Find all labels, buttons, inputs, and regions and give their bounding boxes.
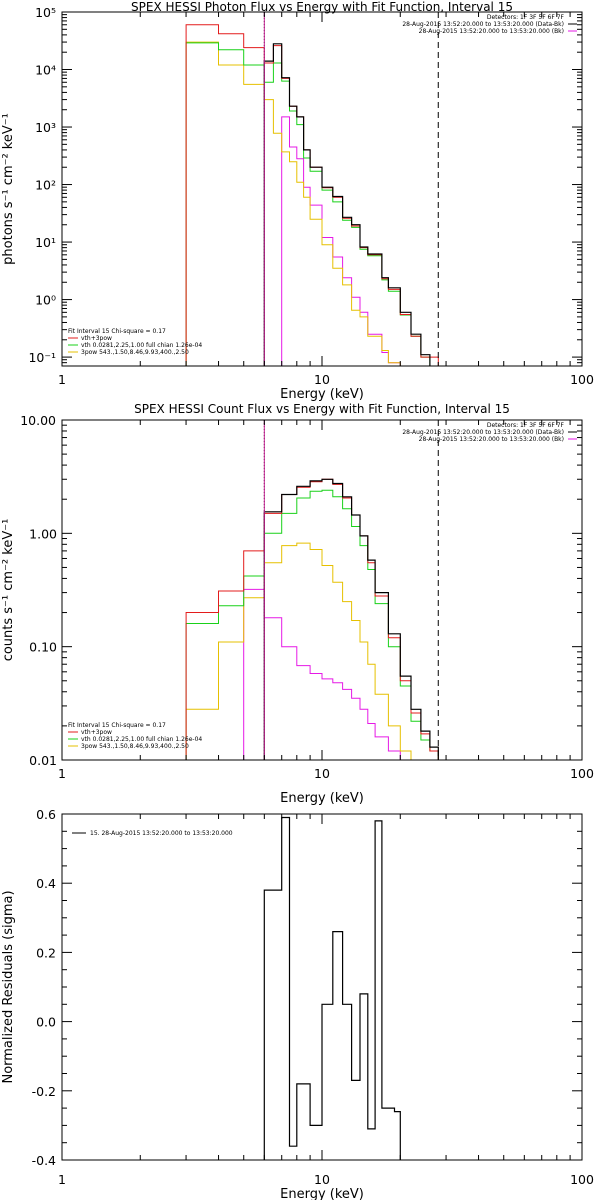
x-axis-label: Energy (keV) — [280, 387, 364, 402]
series-2-line — [185, 478, 439, 760]
chart-panel-1: SPEX HESSI Photon Flux vs Energy with Fi… — [1, 0, 594, 402]
y-tick-label: 0.10 — [29, 640, 57, 655]
y-tick-label: 10³ — [35, 120, 56, 135]
x-tick-label: 1 — [58, 1172, 66, 1187]
series-4-line — [185, 542, 422, 760]
legend-label: 15. 28-Aug-2015 13:52:20.000 to 13:53:20… — [90, 830, 233, 837]
legend-label: vth 0.0281,2.25,1.00 full chian 1.26e-04 — [81, 736, 202, 743]
annotation-line: Detectors: 1F 3F 5F 6F 7F — [487, 14, 565, 21]
legend: Fit Interval 15 Chi-square = 0.17vth+3po… — [68, 722, 202, 750]
y-axis-label: Normalized Residuals (sigma) — [1, 890, 16, 1083]
y-tick-label: 0.6 — [36, 807, 56, 822]
y-tick-label: 10⁰ — [35, 293, 56, 308]
x-tick-label: 10 — [314, 766, 330, 781]
y-axis: 0.01 0.10 1.00 10.00 counts s⁻¹ cm⁻² keV⁻¹ — [1, 413, 582, 768]
x-axis-label: Energy (keV) — [280, 791, 364, 806]
y-tick-label: 10.00 — [20, 413, 56, 428]
series-4-line — [185, 41, 401, 366]
legend-label: vth 0.0281,2.25,1.00 full chian 1.26e-04 — [81, 342, 202, 349]
legend-label: 3pow 543.,1.50,8.46,9.93,400.,2.50 — [81, 743, 189, 750]
series-1-line — [263, 816, 401, 1160]
y-tick-label: 0.4 — [36, 876, 56, 891]
series-1-line — [263, 43, 431, 366]
legend-title: Fit Interval 15 Chi-square = 0.17 — [68, 328, 166, 335]
legend-label: vth+3pow — [81, 729, 112, 736]
x-tick-label: 10 — [314, 372, 330, 387]
annotation-line: 28-Aug-2015 13:52:20.000 to 13:53:20.000… — [402, 21, 564, 28]
y-tick-label: 10⁴ — [35, 63, 56, 78]
x-axis: 1 10 100 Energy (keV) — [58, 12, 594, 402]
series-group — [263, 816, 401, 1160]
y-tick-label: 10⁻¹ — [28, 350, 56, 365]
y-axis: 10⁻¹ 10⁰ 10¹ 10² 10³ 10⁴ 10⁵ photons s⁻¹ cm⁻² k… — [1, 5, 582, 367]
y-tick-label: -0.4 — [32, 1153, 56, 1168]
x-tick-label: 100 — [570, 766, 594, 781]
x-tick-label: 100 — [570, 1172, 594, 1187]
legend-label: vth+3pow — [81, 335, 112, 342]
y-tick-label: -0.2 — [32, 1084, 56, 1099]
chart-panel-3: 1 10 100 Energy (keV) -0.4 -0.2 0.0 0.2 0.4 0.6 No… — [1, 807, 594, 1200]
series-5-line — [243, 588, 412, 760]
x-axis: 1 10 100 Energy (keV) — [58, 814, 594, 1200]
y-tick-label: 0.2 — [36, 945, 56, 960]
annotation-line: 28-Aug-2015 13:52:20.000 to 13:53:20.000… — [402, 429, 564, 436]
y-tick-label: 0.0 — [36, 1015, 56, 1030]
y-tick-label: 1.00 — [29, 526, 57, 541]
x-tick-label: 10 — [314, 1172, 330, 1187]
chart-panel-2: SPEX HESSI Count Flux vs Energy with Fit… — [1, 402, 594, 806]
series-3-line — [185, 489, 439, 760]
annotation-line: 28-Aug-2015 13:52:20.000 to 13:53:20.000… — [419, 436, 564, 443]
y-tick-label: 10⁵ — [35, 5, 56, 20]
y-tick-label: 10¹ — [35, 235, 56, 250]
x-axis-label: Energy (keV) — [280, 1187, 364, 1200]
chart-title: SPEX HESSI Photon Flux vs Energy with Fi… — [131, 0, 513, 14]
legend: 15. 28-Aug-2015 13:52:20.000 to 13:53:20… — [72, 830, 233, 837]
annotation-line: 28-Aug-2015 13:52:20.000 to 13:53:20.000… — [419, 28, 564, 35]
axes-frame — [61, 419, 583, 761]
y-axis: -0.4 -0.2 0.0 0.2 0.4 0.6 Normalized Residuals… — [1, 807, 582, 1168]
series-3-line — [185, 42, 431, 366]
legend: Fit Interval 15 Chi-square = 0.17vth+3po… — [68, 328, 202, 356]
legend-label: 3pow 543.,1.50,8.46,9.93,400.,2.50 — [81, 349, 189, 356]
y-axis-label: counts s⁻¹ cm⁻² keV⁻¹ — [1, 519, 16, 662]
x-tick-label: 1 — [58, 766, 66, 781]
legend-title: Fit Interval 15 Chi-square = 0.17 — [68, 722, 166, 729]
series-group — [185, 24, 439, 366]
x-tick-label: 1 — [58, 372, 66, 387]
series-5-line — [281, 116, 401, 366]
x-tick-label: 100 — [570, 372, 594, 387]
y-axis-label: photons s⁻¹ cm⁻² keV⁻¹ — [1, 113, 16, 265]
annotation-line: Detectors: 1F 3F 5F 6F 7F — [487, 422, 565, 429]
series-group — [185, 478, 439, 760]
y-tick-label: 10² — [35, 178, 56, 193]
x-axis: 1 10 100 Energy (keV) — [58, 420, 594, 806]
chart-title: SPEX HESSI Count Flux vs Energy with Fit… — [134, 402, 510, 416]
series-1-line — [263, 478, 439, 760]
y-tick-label: 0.01 — [29, 753, 57, 768]
series-2-line — [185, 24, 439, 366]
